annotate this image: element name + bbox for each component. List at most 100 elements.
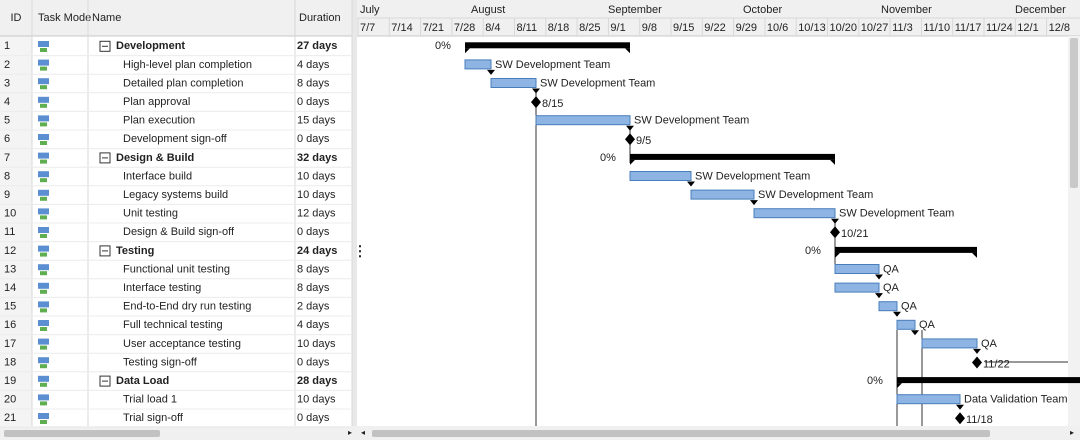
left-scroll-thumb[interactable] bbox=[4, 430, 160, 437]
task-name[interactable]: Trial sign-off bbox=[123, 412, 184, 424]
task-bar[interactable] bbox=[464, 59, 492, 70]
link-arrow bbox=[831, 218, 839, 224]
task-id: 5 bbox=[4, 115, 10, 127]
week-label: 7/14 bbox=[391, 22, 412, 34]
task-bar[interactable] bbox=[490, 78, 537, 88]
week-label: 10/13 bbox=[798, 22, 826, 34]
task-name[interactable]: Interface testing bbox=[123, 282, 201, 294]
task-mode-icon-base bbox=[40, 103, 47, 108]
link-arrow bbox=[911, 330, 919, 336]
task-mode-icon bbox=[38, 152, 49, 159]
task-bar[interactable] bbox=[896, 394, 961, 405]
task-id: 16 bbox=[4, 319, 16, 331]
task-bar[interactable] bbox=[921, 338, 978, 349]
milestone[interactable] bbox=[955, 412, 965, 425]
v-scroll-thumb[interactable] bbox=[1070, 38, 1078, 188]
week-label: 8/4 bbox=[485, 22, 500, 34]
task-duration: 0 days bbox=[297, 226, 330, 238]
task-name[interactable]: Testing sign-off bbox=[123, 356, 198, 368]
task-mode-icon-base bbox=[40, 66, 47, 71]
task-name[interactable]: Design & Build bbox=[116, 152, 194, 164]
task-id: 2 bbox=[4, 59, 10, 71]
scroll-right-arrow[interactable]: ▸ bbox=[1070, 428, 1074, 437]
task-id: 21 bbox=[4, 412, 16, 424]
week-label: 11/3 bbox=[892, 22, 913, 34]
task-name[interactable]: End-to-End dry run testing bbox=[123, 301, 251, 313]
week-label: 9/1 bbox=[610, 22, 625, 34]
task-mode-icon-base bbox=[40, 308, 47, 313]
column-header[interactable]: Task Mode bbox=[38, 12, 91, 24]
task-mode-icon-base bbox=[40, 382, 47, 387]
splitter-grip[interactable]: ⋮ bbox=[353, 243, 367, 259]
milestone[interactable] bbox=[830, 226, 840, 239]
task-duration: 4 days bbox=[297, 59, 330, 71]
task-mode-icon-base bbox=[40, 159, 47, 164]
task-id: 14 bbox=[4, 282, 16, 294]
task-name[interactable]: Design & Build sign-off bbox=[123, 226, 235, 238]
month-label: August bbox=[471, 4, 505, 16]
milestone[interactable] bbox=[531, 96, 541, 109]
task-bar[interactable] bbox=[834, 282, 880, 293]
bar-label: 0% bbox=[867, 375, 883, 387]
milestone[interactable] bbox=[625, 133, 635, 146]
task-name[interactable]: Unit testing bbox=[123, 208, 178, 220]
task-name[interactable]: Trial load 1 bbox=[123, 394, 177, 406]
task-duration: 10 days bbox=[297, 170, 336, 182]
right-scroll-thumb[interactable] bbox=[372, 430, 990, 437]
scroll-left-arrow[interactable]: ◂ bbox=[361, 428, 365, 437]
task-name[interactable]: Legacy systems build bbox=[123, 189, 228, 201]
task-name[interactable]: Development sign-off bbox=[123, 133, 228, 145]
task-bar[interactable] bbox=[690, 189, 755, 200]
task-bar[interactable] bbox=[629, 171, 692, 181]
task-name[interactable]: Full technical testing bbox=[123, 319, 223, 331]
column-header[interactable]: Name bbox=[92, 12, 121, 24]
month-label: October bbox=[743, 4, 782, 16]
column-header[interactable]: Duration bbox=[299, 12, 341, 24]
summary-cap bbox=[830, 159, 835, 165]
bar-label: 8/15 bbox=[542, 98, 563, 110]
task-name[interactable]: User acceptance testing bbox=[123, 338, 241, 350]
bar-label: QA bbox=[883, 282, 900, 294]
bar-label: 0% bbox=[600, 152, 616, 164]
task-duration: 10 days bbox=[297, 189, 336, 201]
task-name[interactable]: Data Load bbox=[116, 375, 169, 387]
splitter[interactable] bbox=[352, 0, 357, 426]
bar-label: 0% bbox=[805, 245, 821, 257]
task-name[interactable]: Functional unit testing bbox=[123, 263, 230, 275]
task-mode-icon-base bbox=[40, 364, 47, 369]
task-name[interactable]: Plan execution bbox=[123, 115, 195, 127]
scroll-right-arrow[interactable]: ▸ bbox=[348, 428, 352, 437]
task-duration: 10 days bbox=[297, 338, 336, 350]
task-bar[interactable] bbox=[834, 264, 880, 274]
summary-bar[interactable] bbox=[465, 42, 630, 49]
task-mode-icon bbox=[38, 282, 49, 289]
summary-bar[interactable] bbox=[630, 153, 835, 160]
bar-label: SW Development Team bbox=[495, 59, 610, 71]
task-bar[interactable] bbox=[896, 319, 916, 330]
task-duration: 15 days bbox=[297, 115, 336, 127]
column-header[interactable]: ID bbox=[11, 12, 22, 24]
task-bar[interactable] bbox=[535, 115, 631, 126]
task-bar[interactable] bbox=[878, 301, 898, 312]
bar-label: 10/21 bbox=[841, 228, 869, 240]
task-name[interactable]: Testing bbox=[116, 245, 154, 257]
link-arrow bbox=[750, 200, 758, 206]
task-bar[interactable] bbox=[753, 208, 836, 219]
task-name[interactable]: Interface build bbox=[123, 170, 192, 182]
task-name[interactable]: Plan approval bbox=[123, 96, 190, 108]
task-name[interactable]: High-level plan completion bbox=[123, 59, 252, 71]
link-arrow bbox=[487, 69, 495, 75]
task-name[interactable]: Detailed plan completion bbox=[123, 77, 243, 89]
week-label: 10/20 bbox=[830, 22, 858, 34]
task-name[interactable]: Development bbox=[116, 40, 185, 52]
bar-label: SW Development Team bbox=[540, 77, 655, 89]
task-duration: 8 days bbox=[297, 282, 330, 294]
week-label: 9/29 bbox=[736, 22, 757, 34]
summary-bar[interactable] bbox=[835, 246, 977, 253]
summary-bar[interactable] bbox=[897, 377, 1080, 384]
task-duration: 0 days bbox=[297, 133, 330, 145]
task-mode-icon-base bbox=[40, 178, 47, 183]
milestone[interactable] bbox=[972, 356, 982, 369]
